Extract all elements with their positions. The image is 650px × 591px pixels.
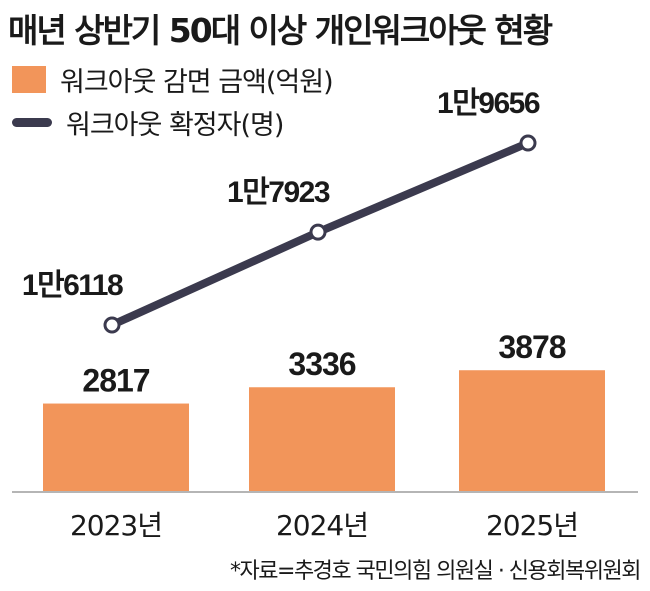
bar-value-label: 3878 bbox=[498, 329, 565, 365]
bar-value-label: 2817 bbox=[82, 363, 149, 399]
bar bbox=[459, 370, 605, 492]
source-note: *자료=추경호 국민의힘 의원실 · 신용회복위원회 bbox=[230, 559, 641, 584]
legend-item-line: 워크아웃 확정자(명) bbox=[12, 103, 284, 142]
bar bbox=[249, 387, 395, 492]
x-tick-label: 2025년 bbox=[486, 509, 578, 542]
legend-item-bar: 워크아웃 감면 금액(억원) bbox=[12, 60, 334, 99]
line-value-label: 1만9656 bbox=[437, 87, 540, 120]
x-tick-label: 2024년 bbox=[276, 509, 368, 542]
legend-swatch-line bbox=[12, 118, 52, 127]
line-point bbox=[103, 316, 121, 334]
line-point bbox=[519, 134, 537, 152]
legend-label-bar: 워크아웃 감면 금액(억원) bbox=[60, 67, 334, 98]
chart-title: 매년 상반기 50대 이상 개인워크아웃 현황 bbox=[8, 11, 553, 50]
bar bbox=[43, 403, 189, 492]
line-value-label: 1만6118 bbox=[22, 269, 123, 302]
legend-swatch-bar bbox=[12, 66, 46, 93]
legend-label-line: 워크아웃 확정자(명) bbox=[66, 110, 284, 141]
line-value-label: 1만7923 bbox=[227, 176, 330, 209]
x-tick-label: 2023년 bbox=[70, 509, 162, 542]
bar-value-label: 3336 bbox=[288, 346, 355, 382]
line-point bbox=[309, 223, 327, 241]
